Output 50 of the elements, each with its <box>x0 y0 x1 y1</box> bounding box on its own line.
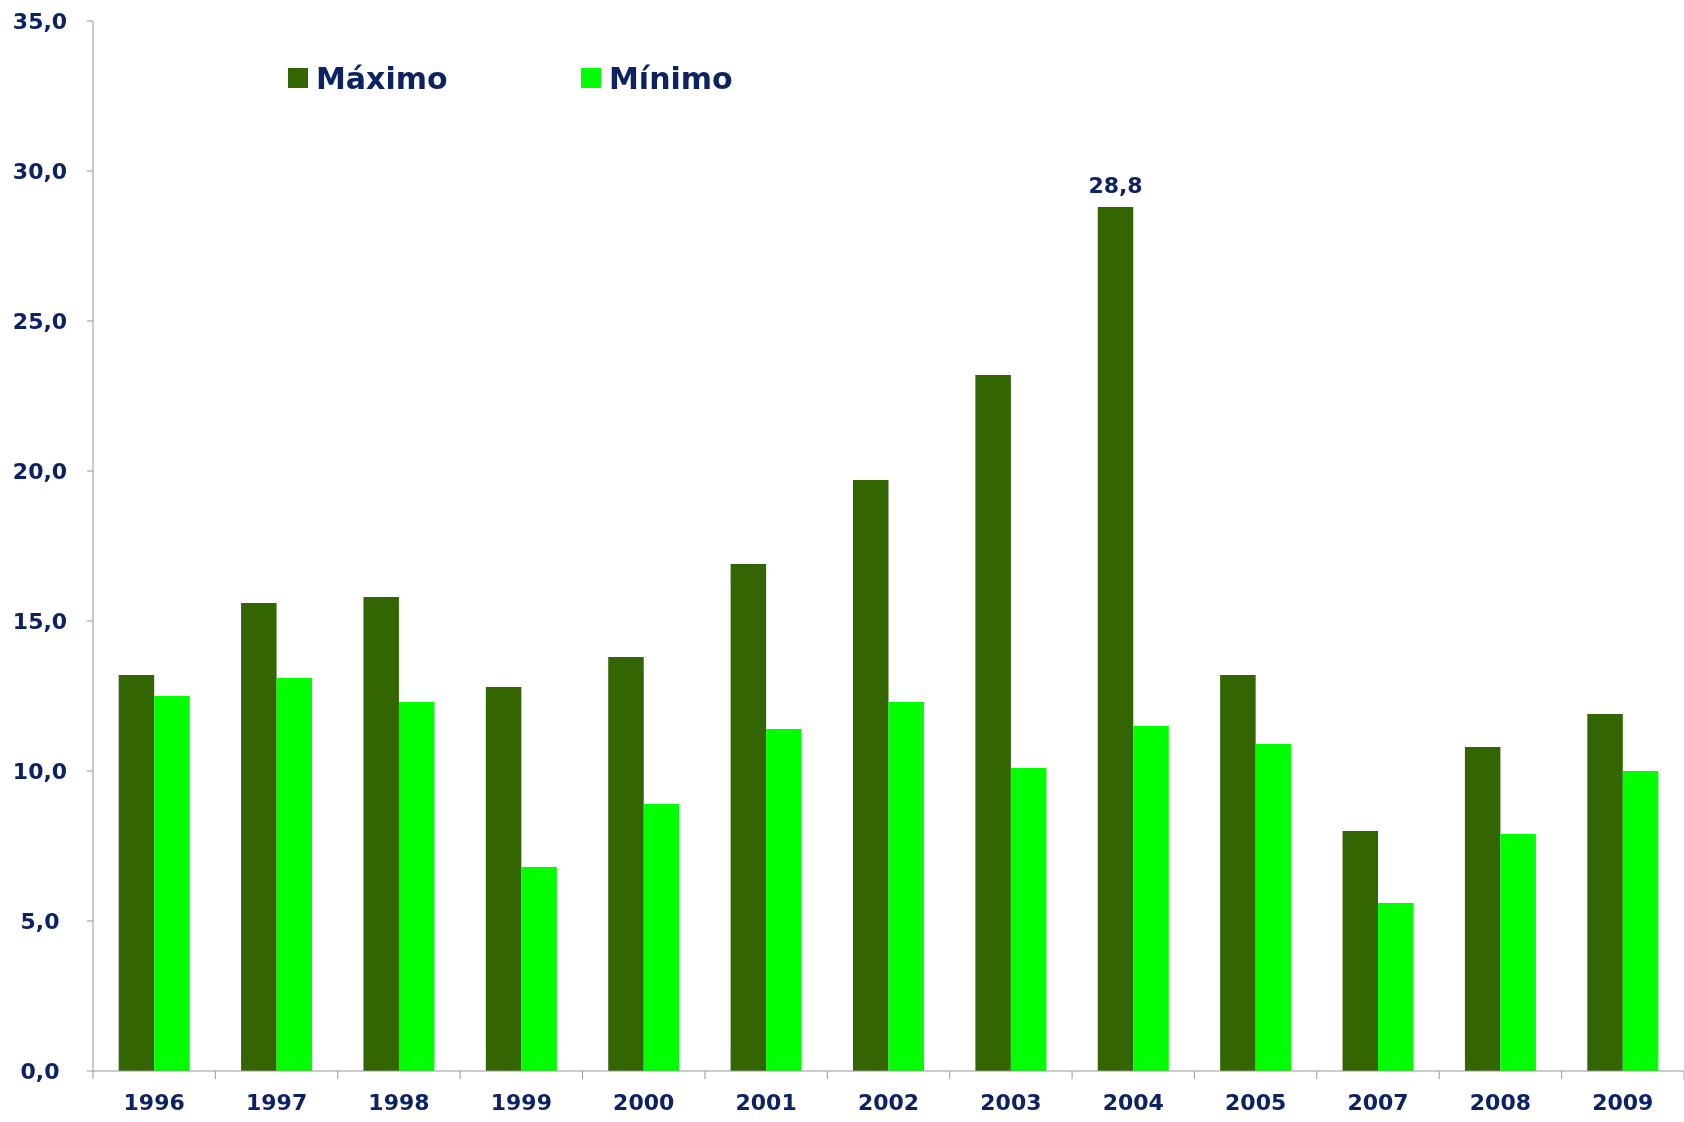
y-tick-label: 10,0 <box>12 758 68 784</box>
bar <box>1587 714 1623 1071</box>
x-tick-label: 2008 <box>1469 1090 1532 1115</box>
x-tick-label: 1996 <box>123 1090 185 1115</box>
legend-label: Máximo <box>316 60 448 96</box>
x-tick-label: 2001 <box>735 1090 797 1115</box>
bar <box>1097 207 1134 1071</box>
bar <box>1464 747 1501 1071</box>
bar <box>1378 903 1414 1071</box>
y-tick-label: 35,0 <box>12 8 68 34</box>
bar <box>975 375 1011 1071</box>
bar <box>485 687 522 1071</box>
x-tick-label: 2003 <box>980 1090 1042 1115</box>
bar <box>276 678 313 1071</box>
x-tick-label: 2004 <box>1102 1090 1164 1115</box>
y-tick-label: 15,0 <box>12 608 68 634</box>
bar <box>766 729 802 1071</box>
bar <box>1010 768 1047 1071</box>
x-tick-label: 1997 <box>245 1090 308 1115</box>
bar <box>1133 726 1169 1071</box>
x-tick-label: 2007 <box>1347 1090 1409 1115</box>
bar <box>521 867 557 1071</box>
bar <box>1255 744 1292 1071</box>
data-label: 28,8 <box>1088 173 1143 198</box>
y-tick-label: 25,0 <box>12 308 68 334</box>
x-tick-label: 2000 <box>613 1090 675 1115</box>
x-tick-label: 1999 <box>490 1090 552 1115</box>
bar <box>608 657 644 1071</box>
y-tick-label: 5,0 <box>20 908 60 934</box>
y-tick-label: 20,0 <box>12 458 68 484</box>
bar <box>888 702 924 1071</box>
bar <box>118 675 155 1071</box>
x-tick-label: 1998 <box>368 1090 430 1115</box>
x-tick-label: 2005 <box>1225 1090 1287 1115</box>
bar <box>1342 831 1379 1071</box>
x-tick-label: 2009 <box>1592 1090 1654 1115</box>
y-tick-label: 30,0 <box>12 158 68 184</box>
legend-label: Mínimo <box>609 60 733 96</box>
bar <box>853 480 889 1071</box>
bar <box>241 603 277 1071</box>
bar <box>643 804 680 1071</box>
y-tick-label: 0,0 <box>20 1058 60 1084</box>
bar <box>1220 675 1256 1071</box>
bar <box>363 597 399 1071</box>
bar <box>1500 834 1536 1071</box>
bar <box>154 696 190 1071</box>
x-tick-label: 2002 <box>857 1090 920 1115</box>
bar <box>398 702 435 1071</box>
bar <box>730 564 767 1071</box>
bar <box>1622 771 1659 1071</box>
